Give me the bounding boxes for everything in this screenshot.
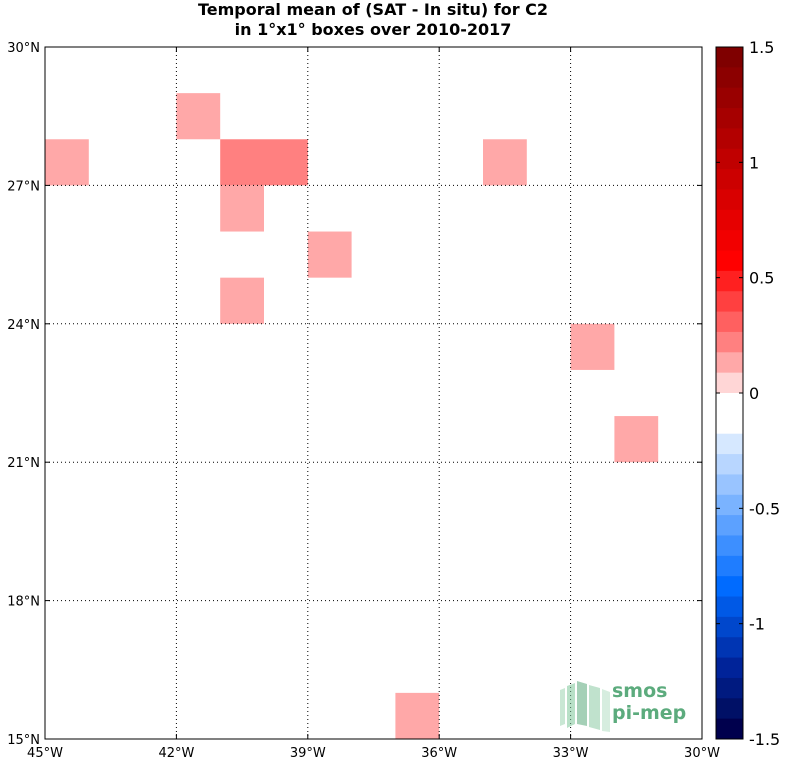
colorbar-swatch — [716, 433, 743, 455]
colorbar-tick-label: 1 — [749, 153, 759, 172]
chart-title: Temporal mean of (SAT - In situ) for C2 … — [0, 0, 746, 40]
heat-cell — [658, 47, 702, 94]
heat-cell — [176, 93, 221, 140]
colorbar-tick-label: 0 — [749, 384, 759, 403]
colorbar-tick-label: 0.5 — [749, 269, 774, 288]
colorbar-tick-label: -1.5 — [749, 730, 780, 749]
heat-cell — [307, 231, 352, 278]
colorbar: 1.5 1 0.5 0 -0.5 -1 -1.5 — [715, 38, 780, 749]
colorbar-swatch — [716, 677, 743, 699]
heat-cell — [132, 508, 177, 555]
y-tick-label: 27°N — [7, 179, 40, 194]
colorbar-swatch — [716, 67, 743, 89]
colorbar-swatch — [716, 128, 743, 150]
colorbar-swatch — [716, 108, 743, 129]
colorbar-swatch — [716, 474, 743, 496]
colorbar-swatch — [716, 718, 743, 740]
colorbar-tick-label: -1 — [749, 615, 765, 634]
heat-cell — [351, 369, 396, 417]
colorbar-swatch — [716, 209, 743, 231]
axis-ticks: 45°W 42°W 39°W 36°W 33°W 30°W 15°N 18°N 21°N 24°N… — [7, 41, 720, 760]
colorbar-swatch — [716, 331, 743, 353]
colorbar-swatch — [716, 87, 743, 109]
x-tick-label: 42°W — [158, 746, 194, 760]
heat-cell — [395, 692, 440, 739]
colorbar-swatch — [716, 169, 743, 190]
heat-cell — [220, 139, 264, 186]
heat-cell — [264, 139, 308, 186]
colorbar-swatch — [716, 555, 743, 577]
colorbar-swatch — [716, 47, 743, 68]
grid-layer — [45, 47, 702, 739]
colorbar-swatch — [716, 576, 743, 598]
colorbar-swatch — [716, 494, 743, 516]
colorbar-swatch — [716, 616, 743, 638]
y-tick-label: 24°N — [7, 318, 40, 333]
logo-mark-icon — [560, 681, 610, 732]
y-tick-label: 21°N — [7, 456, 40, 471]
colorbar-swatch — [716, 393, 743, 414]
colorbar-swatch — [716, 454, 743, 475]
x-tick-label: 30°W — [684, 746, 720, 760]
heat-cell — [45, 139, 89, 186]
heat-cell — [570, 323, 615, 370]
colorbar-tick-label: -0.5 — [749, 499, 780, 518]
colorbar-tick-label: 1.5 — [749, 38, 774, 57]
colorbar-swatch — [716, 637, 743, 659]
colorbar-swatch — [716, 250, 743, 272]
heat-cell — [264, 185, 308, 232]
cells-layer — [45, 47, 702, 739]
chart-title-line1: Temporal mean of (SAT - In situ) for C2 — [197, 0, 549, 19]
x-tick-label: 33°W — [553, 746, 589, 760]
colorbar-swatch — [716, 657, 743, 679]
colorbar-swatch — [716, 189, 743, 211]
y-tick-label: 30°N — [7, 41, 40, 56]
colorbar-swatch — [716, 698, 743, 720]
heat-cell — [483, 139, 527, 186]
colorbar-swatch — [716, 291, 743, 313]
y-tick-label: 18°N — [7, 595, 40, 610]
heat-cell — [88, 416, 133, 463]
colorbar-swatch — [716, 515, 743, 536]
colorbar-swatch — [716, 535, 743, 557]
x-tick-label: 36°W — [421, 746, 457, 760]
x-tick-label: 39°W — [290, 746, 326, 760]
colorbar-swatch — [716, 230, 743, 252]
colorbar-swatch — [716, 270, 743, 292]
colorbar-swatch — [716, 413, 743, 435]
colorbar-swatch — [716, 372, 743, 394]
chart-title-line2: in 1°x1° boxes over 2010-2017 — [234, 20, 512, 39]
colorbar-swatch — [716, 148, 743, 170]
x-tick-label: 45°W — [27, 746, 63, 760]
heat-cell — [614, 416, 659, 463]
smos-pi-mep-logo: smos pi-mep — [560, 680, 686, 732]
heat-cell — [220, 185, 264, 232]
colorbar-swatch — [716, 596, 743, 618]
logo-text-pi-mep: pi-mep — [612, 702, 686, 724]
logo-text-smos: smos — [612, 680, 667, 702]
plot-frame — [44, 46, 703, 740]
heat-cell — [220, 277, 264, 324]
heat-cell — [483, 646, 527, 693]
y-tick-label: 15°N — [7, 733, 40, 748]
colorbar-swatch — [716, 352, 743, 374]
colorbar-swatch — [716, 311, 743, 333]
